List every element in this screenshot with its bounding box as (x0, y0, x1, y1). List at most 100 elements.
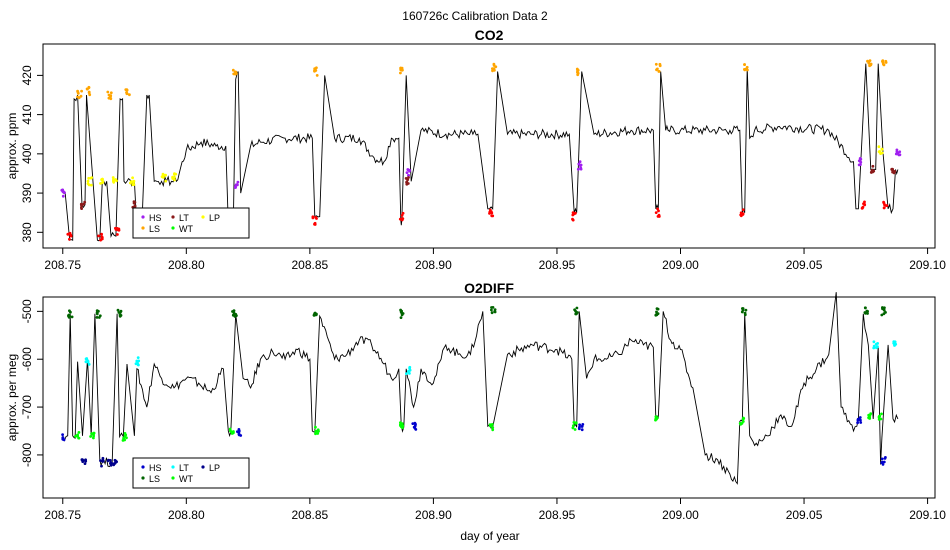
marker-point (87, 183, 91, 187)
marker-point (83, 200, 87, 204)
marker-point (891, 167, 894, 171)
marker-point (399, 423, 402, 427)
legend: HS LT LP LS WT (132, 457, 250, 489)
marker-point (874, 342, 878, 346)
marker-point (92, 433, 95, 436)
marker-point (109, 462, 112, 465)
marker-point (115, 227, 119, 230)
data-line (62, 292, 899, 485)
marker-point (127, 93, 131, 97)
marker-point (881, 463, 885, 466)
marker-point (880, 151, 884, 155)
marker-point (114, 178, 117, 181)
legend-marker (141, 215, 145, 219)
marker-point (576, 69, 579, 72)
x-tick-label: 209.05 (786, 258, 823, 272)
legend-label: WT (179, 224, 193, 234)
marker-point (235, 183, 238, 187)
marker-point (872, 340, 876, 344)
marker-point (76, 92, 80, 95)
marker-point (406, 168, 410, 172)
marker-point (743, 68, 746, 71)
marker-point (119, 309, 123, 313)
marker-point (741, 420, 745, 423)
marker-point (68, 237, 71, 241)
x-tick-label: 208.95 (539, 508, 576, 522)
marker-point (77, 431, 81, 434)
marker-point (876, 345, 879, 349)
marker-point (87, 85, 91, 89)
marker-point (491, 214, 495, 218)
marker-point (863, 306, 867, 310)
legend-label: LP (209, 463, 220, 473)
marker-point (882, 460, 886, 464)
marker-series-lp (80, 456, 118, 468)
legend-label: LT (179, 213, 189, 223)
marker-point (237, 428, 241, 431)
marker-point (871, 164, 875, 168)
marker-point (870, 169, 874, 173)
x-tick-label: 209.05 (786, 508, 823, 522)
marker-point (859, 163, 862, 167)
marker-point (407, 173, 410, 177)
marker-point (101, 456, 105, 460)
y-tick-label: 420 (20, 65, 34, 85)
marker-point (313, 311, 317, 315)
data-line (62, 63, 899, 242)
marker-point (86, 179, 90, 183)
marker-point (490, 311, 494, 315)
marker-point (884, 456, 887, 459)
marker-point (654, 211, 658, 215)
marker-point (575, 312, 578, 315)
marker-point (741, 308, 745, 312)
marker-point (577, 427, 581, 431)
marker-point (130, 180, 133, 183)
marker-point (413, 424, 417, 428)
marker-point (84, 360, 88, 364)
marker-point (314, 216, 318, 219)
marker-point (162, 174, 166, 177)
marker-point (571, 211, 575, 215)
marker-point (878, 414, 881, 418)
marker-point (489, 424, 492, 428)
marker-point (414, 428, 418, 431)
marker-point (744, 308, 748, 312)
marker-point (61, 436, 65, 440)
marker-point (657, 70, 661, 73)
marker-point (880, 412, 883, 416)
marker-point (401, 426, 404, 430)
marker-point (657, 214, 661, 218)
y-tick-label: 410 (20, 104, 34, 124)
marker-point (741, 208, 745, 212)
marker-point (405, 171, 409, 175)
marker-point (894, 152, 898, 156)
marker-point (100, 232, 103, 236)
marker-point (885, 204, 888, 208)
marker-point (654, 417, 658, 421)
marker-point (173, 178, 176, 182)
marker-point (491, 67, 494, 70)
marker-point (76, 95, 79, 99)
marker-series-lt (79, 164, 897, 211)
marker-point (879, 417, 883, 421)
marker-point (131, 176, 135, 180)
marker-point (405, 372, 408, 375)
marker-point (877, 145, 881, 149)
marker-point (80, 206, 83, 209)
marker-point (407, 370, 410, 373)
marker-point (74, 435, 77, 438)
marker-point (80, 89, 83, 93)
marker-point (575, 306, 579, 310)
marker-point (92, 436, 95, 440)
marker-point (115, 460, 118, 464)
marker-point (400, 214, 404, 217)
marker-point (743, 63, 746, 66)
x-tick-label: 208.90 (415, 508, 452, 522)
marker-point (109, 94, 113, 98)
marker-point (123, 434, 127, 438)
marker-point (411, 422, 415, 425)
marker-point (863, 203, 867, 207)
marker-point (655, 307, 659, 310)
y-tick-label: -800 (20, 443, 34, 467)
marker-point (313, 221, 317, 225)
